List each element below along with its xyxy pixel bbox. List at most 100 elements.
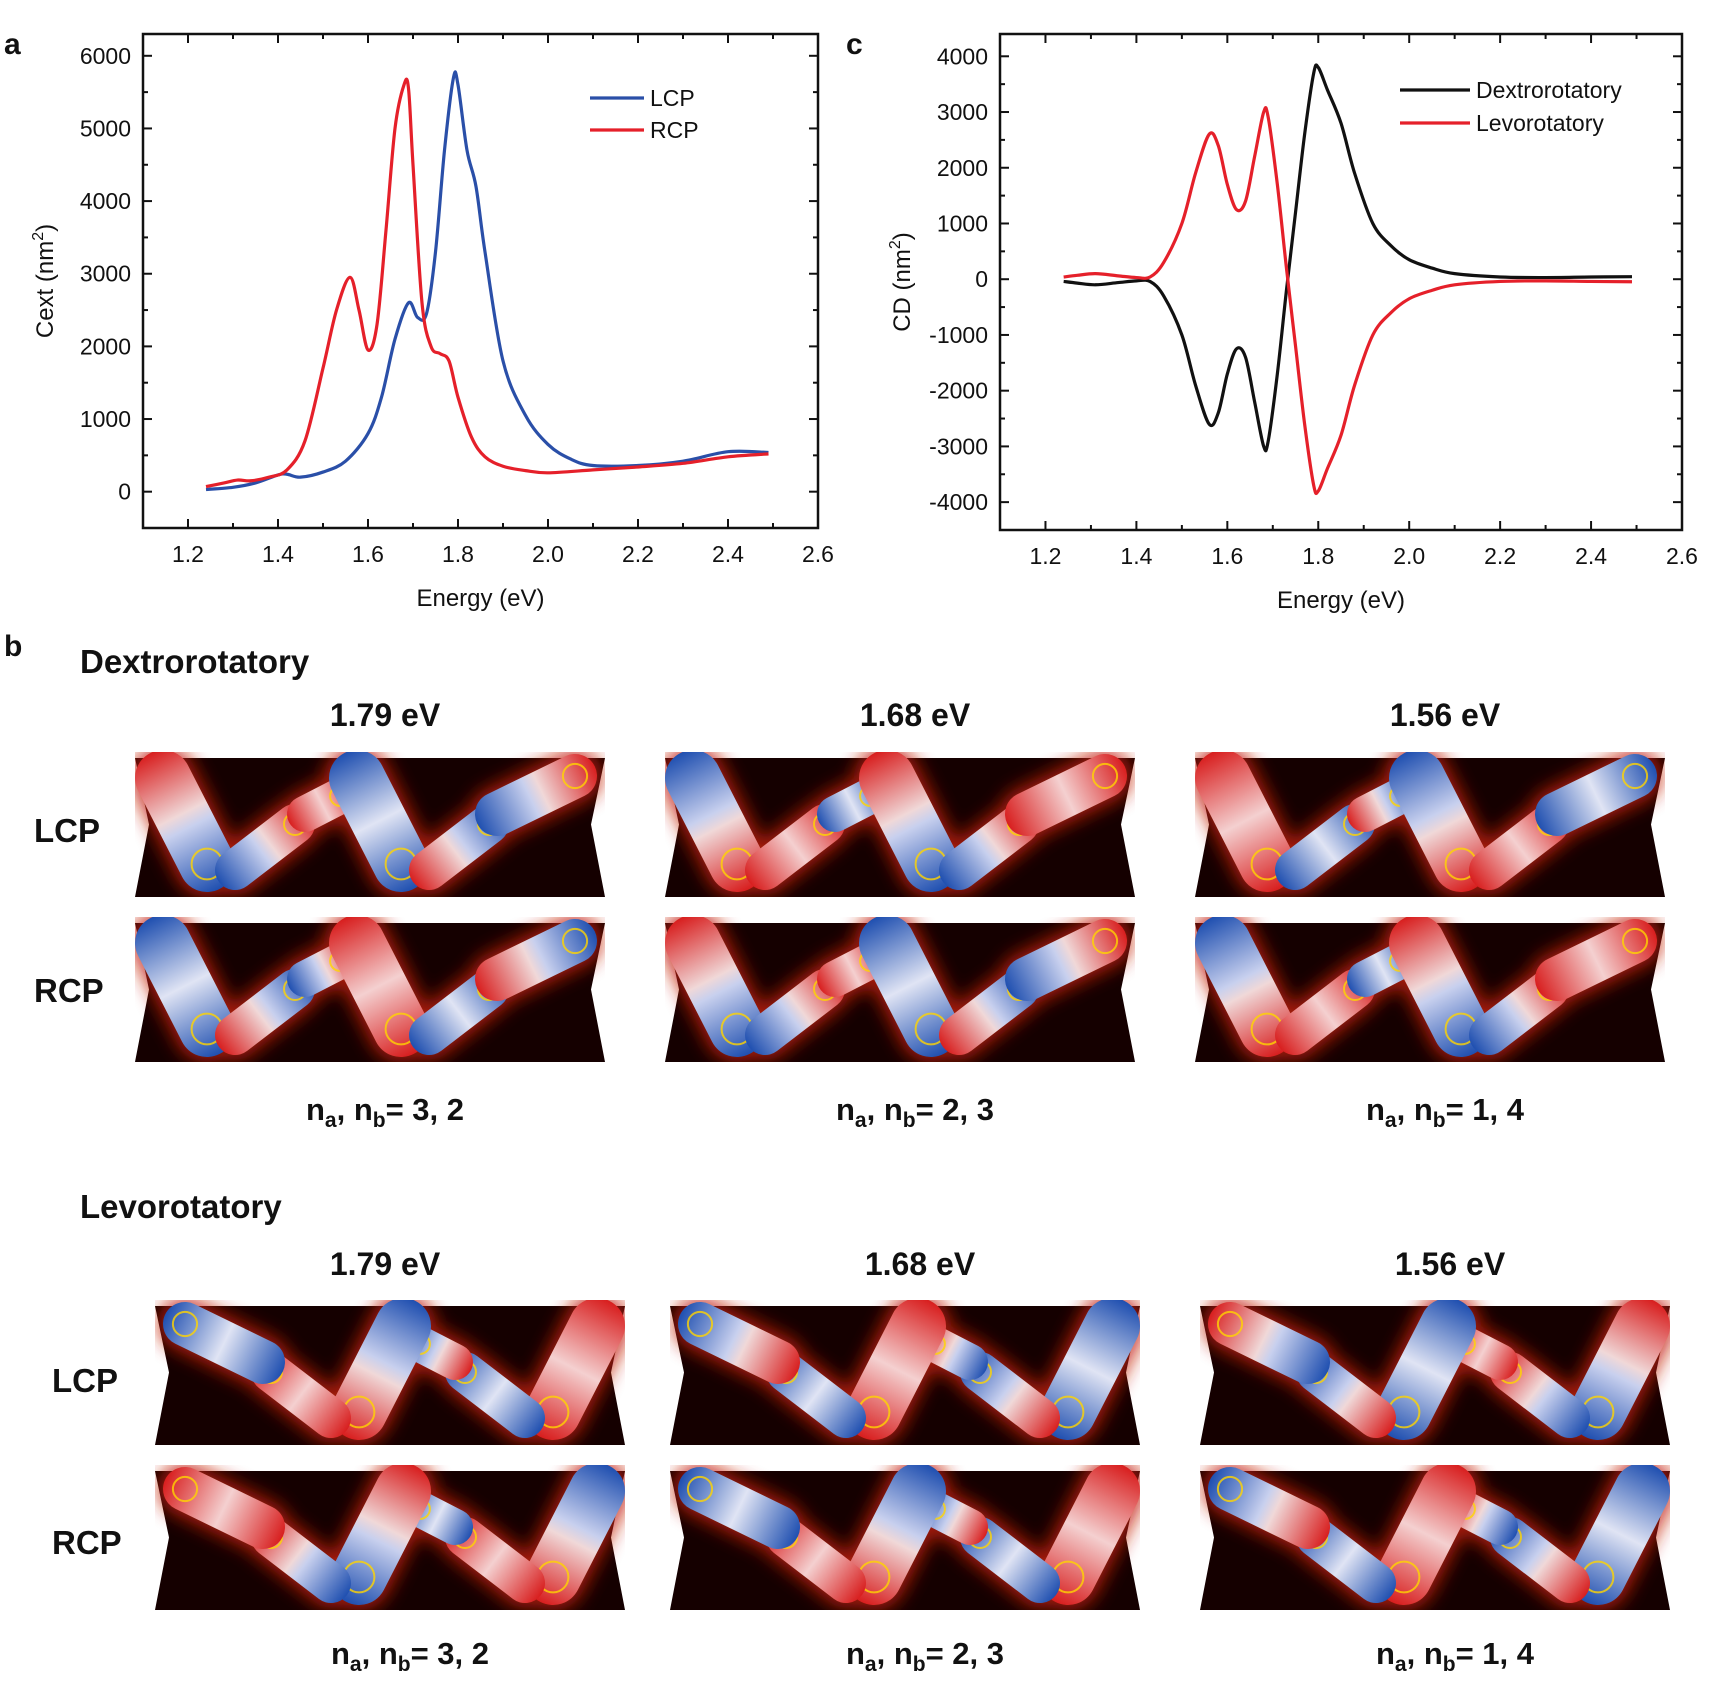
y-tick-label: 1000	[937, 210, 988, 236]
hotspot	[1621, 762, 1649, 790]
hotspot	[171, 1310, 199, 1338]
y-tick-label: 3000	[937, 99, 988, 125]
nanorod	[1195, 917, 1296, 1058]
x-tick-label: 2.0	[1393, 543, 1425, 569]
y-tick-label: -3000	[929, 433, 988, 459]
field-map-dextro-rcp-168	[665, 917, 1135, 1062]
field-map-dextro-lcp-179	[135, 752, 605, 897]
y-tick-label: -1000	[929, 322, 988, 348]
y-tick-label: 4000	[937, 43, 988, 69]
field-map-dextro-lcp-168	[665, 752, 1135, 897]
nanorod	[215, 968, 315, 1055]
hotspot	[1216, 1310, 1244, 1338]
hotspot	[686, 1475, 714, 1503]
chart-c-cd: 1.2 1.4 1.6 1.8 2.0 2.2 2.4 2.6 -4000 -3000 -2000 -…	[887, 32, 1698, 614]
x-tick-label: 1.8	[442, 541, 474, 567]
x-tick-label: 1.8	[1302, 543, 1334, 569]
nanorod	[1535, 753, 1658, 836]
nanorod	[474, 753, 598, 836]
x-tick-label: 2.2	[622, 541, 654, 567]
plot-frame	[998, 32, 1684, 532]
x-tick-label: 2.2	[1484, 543, 1516, 569]
chart-a-cext: 1.2 1.4 1.6 1.8 2.0 2.2 2.4 2.6 0 1000 2000 3000 400…	[30, 32, 834, 612]
nanorod	[1207, 1301, 1330, 1384]
y-tick-label: 0	[118, 479, 131, 505]
y-tick-label: 1000	[80, 406, 131, 432]
nanorod	[162, 1301, 285, 1384]
nanorod	[1275, 968, 1375, 1055]
y-axis-label: Cext (nm2)	[30, 224, 59, 338]
x-tick-label: 2.6	[802, 541, 834, 567]
nanorod	[445, 1516, 545, 1603]
row-label-lcp: LCP	[52, 1362, 118, 1399]
nanorod	[677, 1466, 800, 1549]
n-label: na, nb= 1, 4	[1365, 1092, 1525, 1133]
hotspot	[1621, 927, 1649, 955]
field-map-levo-lcp-168	[670, 1300, 1140, 1445]
field-map-dextro-rcp-156	[1195, 917, 1665, 1062]
n-label: na, nb= 3, 2	[330, 1636, 490, 1677]
x-tick-label: 1.2	[1029, 543, 1061, 569]
n-label: na, nb= 2, 3	[835, 1092, 995, 1133]
hotspot	[1216, 1475, 1244, 1503]
nanorod	[524, 1300, 625, 1441]
row-label-lcp: LCP	[34, 812, 100, 849]
section-title-dextro: Dextrorotatory	[80, 643, 310, 680]
energy-label: 1.56 eV	[1394, 1246, 1506, 1282]
hotspot	[686, 1310, 714, 1338]
x-tick-label: 1.6	[352, 541, 384, 567]
x-axis-label: Energy (eV)	[416, 585, 544, 612]
y-axis-label: CD (nm2)	[887, 232, 916, 332]
nanorod	[1389, 752, 1490, 893]
energy-label: 1.79 eV	[329, 697, 441, 733]
y-tick-label: 4000	[80, 188, 131, 214]
nanorod	[859, 752, 960, 893]
nanorod	[1039, 1300, 1140, 1441]
energy-label: 1.79 eV	[329, 1246, 441, 1282]
n-label: na, nb= 1, 4	[1375, 1636, 1535, 1677]
nanorod	[960, 1351, 1060, 1438]
x-tick-label: 1.4	[1120, 543, 1152, 569]
x-tick-label: 1.4	[262, 541, 294, 567]
x-tick-label: 1.6	[1211, 543, 1243, 569]
hotspot	[561, 927, 589, 955]
nanorod	[1195, 752, 1296, 893]
nanorod	[135, 917, 236, 1058]
y-tick-label: -2000	[929, 378, 988, 404]
panel-letter-b: b	[4, 630, 23, 663]
field-map-dextro-rcp-179	[135, 917, 605, 1062]
x-tick-label: 2.6	[1666, 543, 1698, 569]
nanorod	[1490, 1516, 1590, 1603]
field-map-levo-rcp-168	[670, 1465, 1140, 1610]
nanorod	[524, 1465, 625, 1606]
nanorod	[1375, 1300, 1476, 1441]
plot-frame	[141, 32, 820, 530]
nanorod	[1005, 753, 1128, 836]
energy-label: 1.68 eV	[864, 1246, 976, 1282]
panel-letter-a: a	[4, 28, 21, 61]
x-tick-label: 2.4	[1575, 543, 1607, 569]
y-tick-label: 2000	[80, 333, 131, 359]
nanorod	[960, 1516, 1060, 1603]
n-label: na, nb= 3, 2	[305, 1092, 465, 1133]
section-title-levo: Levorotatory	[80, 1188, 282, 1225]
n-label: na, nb= 2, 3	[845, 1636, 1005, 1677]
nanorod	[330, 1465, 431, 1606]
nanorod	[135, 752, 236, 893]
panel-letter-c: c	[846, 28, 863, 61]
nanorod	[1275, 803, 1375, 890]
x-tick-label: 2.0	[532, 541, 564, 567]
nanorod	[1005, 918, 1128, 1001]
x-axis-label: Energy (eV)	[1277, 587, 1405, 614]
nanorod	[845, 1465, 946, 1606]
nanorod	[162, 1466, 285, 1549]
row-label-rcp: RCP	[52, 1524, 122, 1561]
x-tick-label: 1.2	[172, 541, 204, 567]
legend-label: Dextrorotatory	[1476, 77, 1622, 103]
legend-label: Levorotatory	[1476, 110, 1604, 136]
nanorod	[445, 1351, 545, 1438]
field-map-levo-lcp-156	[1200, 1300, 1670, 1445]
legend-label: RCP	[650, 117, 699, 143]
hotspot	[561, 762, 589, 790]
field-map-levo-lcp-179	[155, 1300, 625, 1445]
